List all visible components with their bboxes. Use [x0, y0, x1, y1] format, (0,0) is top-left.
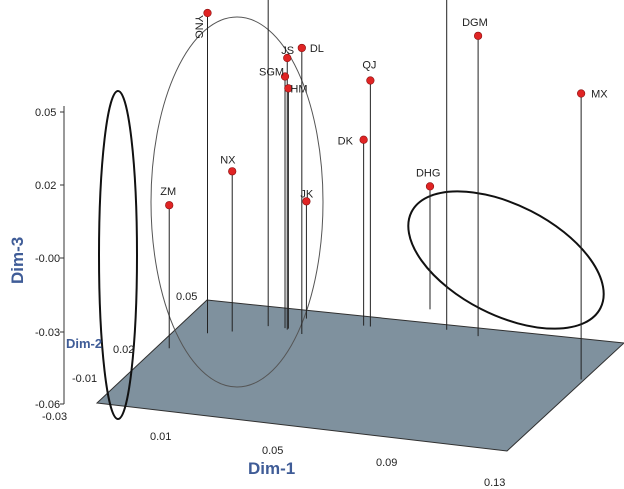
data-point — [297, 43, 306, 53]
point-label: DK — [338, 136, 354, 148]
z-axis-title: Dim-3 — [8, 237, 27, 284]
x-tick-label: 0.09 — [376, 457, 397, 469]
data-point — [577, 89, 586, 98]
axis-ticks: -0.03 0.01 0.05 0.09 0.13 -0.01 0.02 0.05 0.05 0.… — [35, 106, 505, 489]
data-point — [359, 135, 368, 144]
z-tick-label: -0.06 — [35, 399, 60, 411]
data-point — [366, 76, 375, 85]
point-label: DGM — [462, 17, 488, 29]
data-point — [474, 31, 483, 40]
point-label: QJ — [362, 60, 376, 72]
point-label: DL — [310, 43, 324, 55]
cluster-ellipse — [98, 90, 138, 420]
point-label: DHG — [416, 167, 440, 179]
data-point — [228, 167, 237, 176]
point-label: NX — [220, 154, 236, 166]
z-tick-label: -0.00 — [35, 253, 60, 265]
x-axis-title: Dim-1 — [248, 459, 295, 478]
data-point — [165, 201, 174, 210]
point-labels: YNGXGMZQDLJSSGMHMDGMQJMXDKLCNXDHGJKZM — [160, 15, 608, 200]
y-axis-title: Dim-2 — [66, 336, 102, 351]
data-points — [165, 8, 586, 210]
data-point — [284, 84, 293, 93]
cluster-ellipses — [98, 16, 605, 420]
point-label: MX — [591, 88, 608, 100]
data-point — [203, 8, 212, 18]
x-tick-label: 0.13 — [484, 477, 505, 489]
x-tick-label: -0.03 — [42, 411, 67, 423]
x-tick-label: 0.05 — [262, 445, 283, 457]
data-point — [280, 72, 290, 81]
point-label: JK — [300, 188, 314, 200]
point-stems — [168, 0, 582, 380]
data-point — [283, 53, 292, 63]
data-point — [302, 197, 311, 206]
floor-plane — [95, 299, 624, 452]
cluster-ellipse — [407, 190, 605, 330]
z-tick-label: -0.03 — [35, 327, 60, 339]
x-tick-label: 0.01 — [150, 431, 171, 443]
y-tick-label: -0.01 — [72, 373, 97, 385]
point-label: YNG — [193, 15, 205, 39]
point-label: HM — [290, 83, 307, 95]
y-tick-label: 0.05 — [176, 291, 197, 303]
cluster-ellipse — [150, 16, 324, 388]
point-label: ZM — [160, 186, 176, 198]
y-tick-label: 0.02 — [113, 344, 134, 356]
data-point — [425, 182, 435, 191]
z-tick-label: 0.02 — [35, 180, 56, 192]
point-label: JS — [281, 45, 294, 57]
z-tick-label: 0.05 — [35, 107, 56, 119]
point-label: SGM — [259, 67, 284, 79]
